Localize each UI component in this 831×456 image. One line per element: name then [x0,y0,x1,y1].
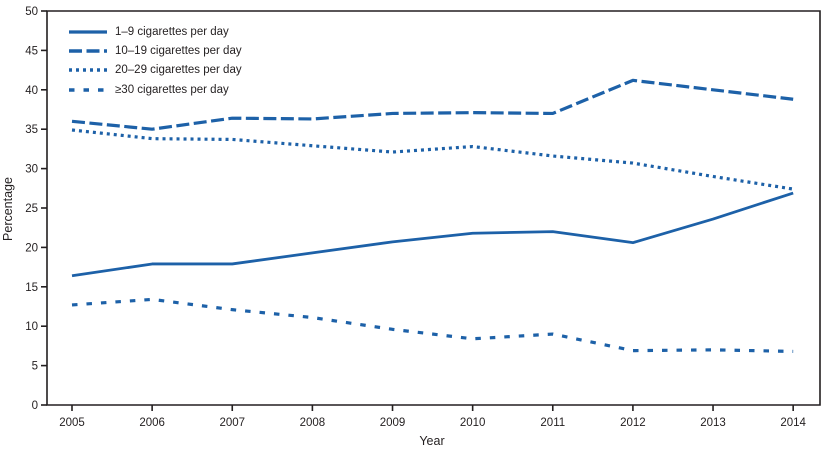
y-tick-label: 20 [25,242,38,254]
series-line-2 [71,128,794,191]
x-tick-label: 2013 [700,417,726,429]
legend-item: 20–29 cigarettes per day [69,61,242,80]
legend-swatch-dashed-line [69,49,107,53]
x-tick-label: 2007 [219,417,245,429]
x-tick-label: 2008 [300,417,326,429]
legend-item: 10–19 cigarettes per day [69,41,242,60]
y-tick-label: 25 [25,203,38,215]
series-line-3 [71,297,794,354]
series-line-1 [71,78,794,131]
x-tick-label: 2006 [139,417,165,429]
y-tick-label: 35 [25,124,38,136]
y-tick-label: 5 [32,361,38,373]
legend-item: ≥30 cigarettes per day [69,80,242,99]
plot-border [46,10,821,406]
y-tick-label: 10 [25,321,38,333]
legend-swatch-sparse-dashed-line [69,88,107,92]
legend-swatch-solid-line [69,30,107,34]
y-axis: 0 5 10 15 20 25 30 35 40 45 50 [25,6,47,412]
x-axis-title: Year [419,434,445,448]
x-tick-label: 2005 [59,417,85,429]
y-tick-label: 15 [25,282,38,294]
y-tick-label: 40 [25,85,38,97]
legend-label: 10–19 cigarettes per day [115,45,242,58]
legend-label: ≥30 cigarettes per day [115,83,229,96]
x-axis: 2005 2006 2007 2008 2009 2010 2011 2012 2013 2014 [59,405,807,429]
y-axis-title: Percentage [1,177,15,241]
y-tick-label: 45 [25,45,38,57]
legend: 1–9 cigarettes per day 10–19 cigarettes … [69,22,242,100]
y-tick-label: 50 [25,6,38,18]
legend-label: 20–29 cigarettes per day [115,64,242,77]
x-tick-label: 2012 [620,417,646,429]
x-tick-label: 2011 [540,417,565,429]
x-tick-label: 2010 [460,417,486,429]
y-tick-label: 30 [25,164,38,176]
series-line-0 [71,191,794,278]
legend-item: 1–9 cigarettes per day [69,22,242,41]
legend-swatch-dotted-line [69,68,107,73]
x-tick-label: 2009 [380,417,406,429]
y-tick-label: 0 [32,400,38,412]
x-tick-label: 2014 [780,417,806,429]
legend-label: 1–9 cigarettes per day [115,25,229,38]
